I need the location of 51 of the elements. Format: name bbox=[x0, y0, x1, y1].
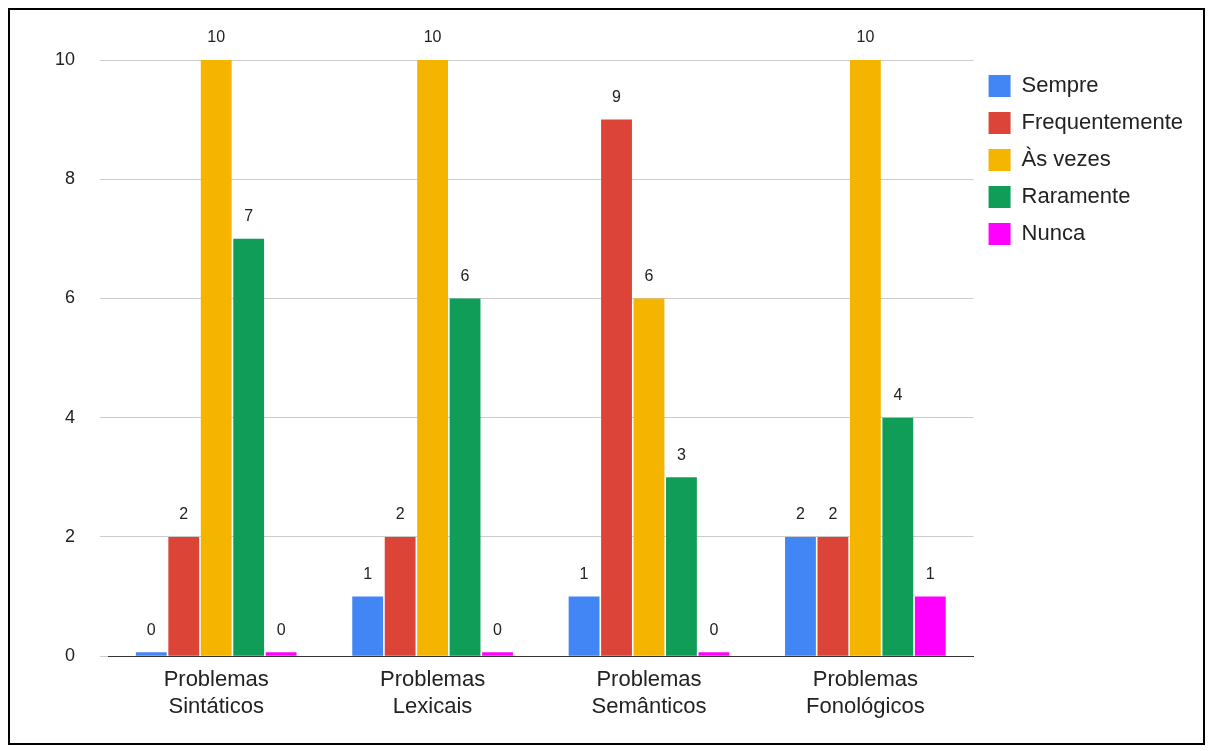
data-label: 1 bbox=[579, 564, 589, 582]
y-tick-label: 10 bbox=[54, 48, 76, 69]
x-tick-label: Problemas Lexicais bbox=[380, 666, 486, 718]
data-label: 0 bbox=[709, 620, 719, 638]
x-tick-label: Problemas Fonológicos bbox=[806, 666, 925, 718]
y-tick-label: 2 bbox=[65, 525, 76, 546]
bar bbox=[200, 60, 232, 656]
bar bbox=[233, 238, 265, 656]
bar bbox=[168, 536, 200, 656]
data-label: 9 bbox=[612, 88, 622, 106]
data-label: 1 bbox=[363, 564, 373, 582]
y-tick-label: 8 bbox=[65, 168, 76, 189]
data-label: 4 bbox=[893, 386, 903, 404]
bar bbox=[449, 298, 481, 656]
y-tick-label: 4 bbox=[65, 406, 76, 427]
legend-label: Frequentemente bbox=[1021, 109, 1183, 135]
y-tick-label: 0 bbox=[65, 645, 76, 666]
data-label: 0 bbox=[276, 620, 286, 638]
legend-label: Sempre bbox=[1021, 72, 1099, 98]
legend-label: Raramente bbox=[1021, 183, 1131, 209]
bar bbox=[817, 536, 849, 656]
data-label: 2 bbox=[179, 505, 189, 523]
data-label: 1 bbox=[925, 564, 935, 582]
bar bbox=[352, 596, 384, 656]
data-label: 0 bbox=[146, 620, 156, 638]
data-label: 10 bbox=[207, 28, 226, 46]
y-tick-label: 6 bbox=[65, 287, 76, 308]
data-label: 6 bbox=[644, 266, 654, 284]
data-label: 3 bbox=[676, 445, 686, 463]
bar bbox=[914, 596, 946, 656]
x-tick-label: Problemas Semânticos bbox=[591, 666, 707, 718]
bar bbox=[601, 119, 632, 656]
bar bbox=[849, 60, 881, 656]
bar bbox=[384, 536, 416, 656]
bar bbox=[633, 298, 665, 656]
data-label: 7 bbox=[244, 207, 254, 225]
legend-label: Nunca bbox=[1021, 220, 1086, 246]
data-label: 2 bbox=[395, 505, 405, 523]
bar bbox=[568, 596, 600, 656]
data-label: 10 bbox=[423, 28, 442, 46]
data-label: 6 bbox=[460, 266, 470, 284]
bar bbox=[417, 60, 449, 656]
x-tick-label: Problemas Sintáticos bbox=[163, 666, 269, 718]
data-label: 10 bbox=[856, 28, 875, 46]
bar bbox=[785, 536, 816, 656]
bar bbox=[666, 477, 697, 656]
data-label: 0 bbox=[493, 620, 503, 638]
bar bbox=[882, 417, 914, 656]
data-label: 2 bbox=[828, 505, 838, 523]
legend-label: Às vezes bbox=[1021, 146, 1111, 172]
data-label: 2 bbox=[796, 505, 805, 523]
